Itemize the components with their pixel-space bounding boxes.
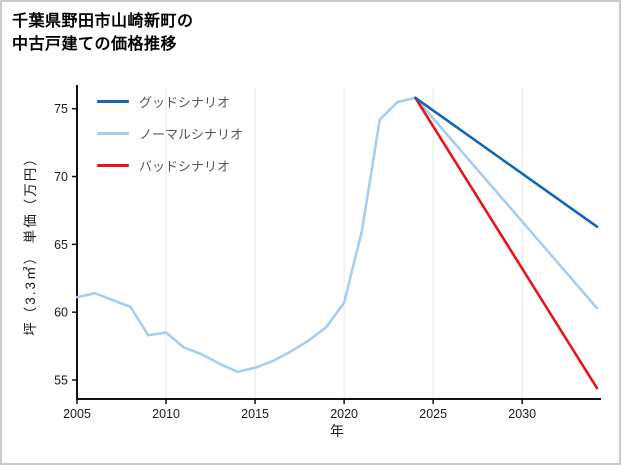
x-tick-label: 2010 bbox=[152, 407, 180, 421]
legend: グッドシナリオ ノーマルシナリオ バッドシナリオ bbox=[97, 92, 243, 175]
y-tick-label: 65 bbox=[54, 238, 68, 252]
y-tick-label: 60 bbox=[54, 306, 68, 320]
x-tick-label: 2015 bbox=[241, 407, 269, 421]
normal-scenario-line-swatch bbox=[97, 132, 129, 135]
series-line-normal-scenario bbox=[75, 96, 599, 374]
x-tick-label: 2025 bbox=[419, 407, 447, 421]
chart-title-line2: 中古戸建ての価格推移 bbox=[12, 36, 178, 53]
legend-item-good-scenario: グッドシナリオ bbox=[97, 92, 243, 111]
series-line-good-scenario bbox=[414, 96, 599, 229]
chart-title-line1: 千葉県野田市山崎新町の bbox=[12, 13, 194, 30]
legend-label-good-scenario: グッドシナリオ bbox=[139, 95, 231, 110]
x-tick-label: 2005 bbox=[63, 407, 91, 421]
x-axis-label: 年 bbox=[330, 423, 344, 439]
legend-label-normal-scenario: ノーマルシナリオ bbox=[139, 127, 244, 142]
chart-title: 千葉県野田市山崎新町の 中古戸建ての価格推移 bbox=[12, 10, 194, 56]
good-scenario-line-swatch bbox=[97, 100, 129, 103]
y-tick-label: 55 bbox=[54, 374, 68, 388]
y-tick-label: 70 bbox=[54, 170, 68, 184]
legend-item-normal-scenario: ノーマルシナリオ bbox=[97, 124, 243, 143]
x-tick-label: 2020 bbox=[330, 407, 358, 421]
y-axis-label: 坪（3.3㎡） 単価（万円） bbox=[23, 150, 38, 336]
x-tick-label: 2030 bbox=[508, 407, 536, 421]
legend-label-bad-scenario: バッドシナリオ bbox=[139, 159, 231, 174]
y-tick-label: 75 bbox=[54, 102, 68, 116]
series-line-bad-scenario bbox=[414, 96, 599, 390]
bad-scenario-line-swatch bbox=[97, 164, 129, 167]
legend-item-bad-scenario: バッドシナリオ bbox=[97, 156, 243, 175]
